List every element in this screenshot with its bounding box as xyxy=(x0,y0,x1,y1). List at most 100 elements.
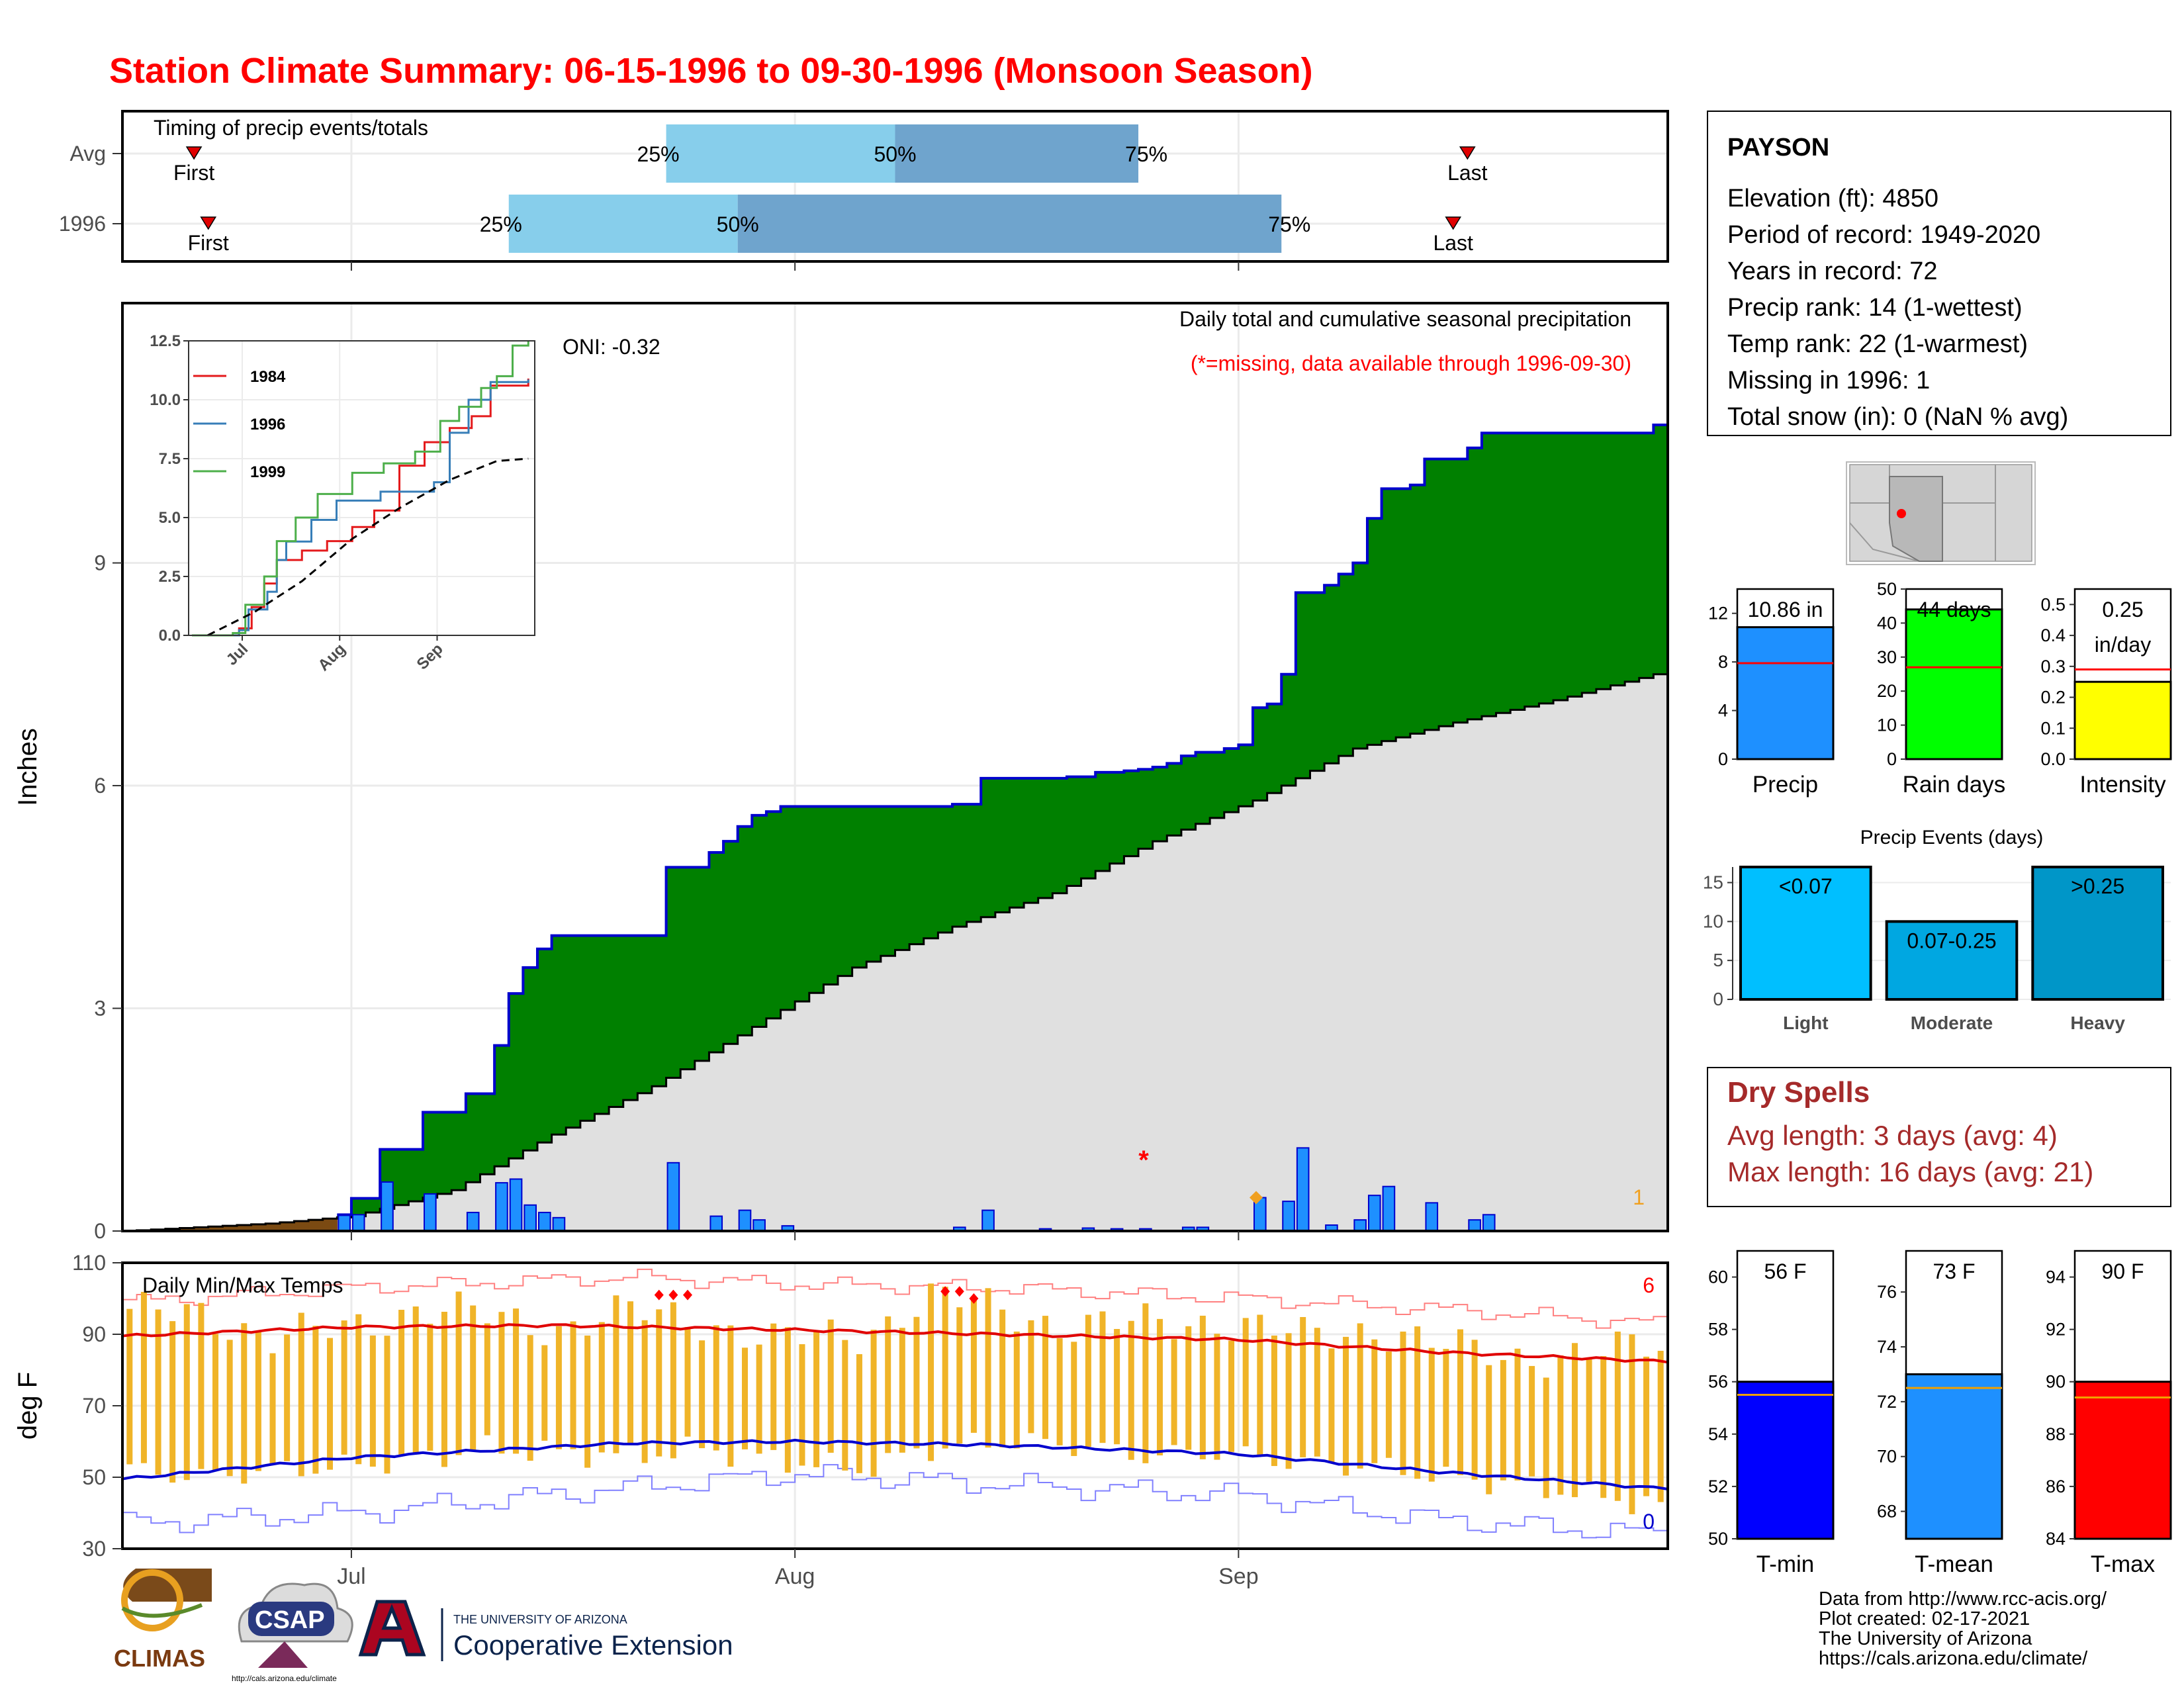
temps-daily-bar xyxy=(899,1328,905,1453)
events-y-tick-label: 10 xyxy=(1703,911,1723,931)
temps-daily-bar xyxy=(727,1325,734,1467)
summary-y-tick-label: 8 xyxy=(1718,652,1728,672)
precip-missing-count: 1 xyxy=(1633,1185,1645,1209)
station-info-box: PAYSON Elevation (ft): 4850 Period of re… xyxy=(1707,111,2171,436)
precip-above-average-fill xyxy=(1396,488,1411,738)
summary-y-tick-label: 40 xyxy=(1877,613,1897,633)
precip-below-average-fill xyxy=(294,1221,309,1231)
precip-above-average-fill xyxy=(1639,433,1654,678)
summary-y-tick-label: 92 xyxy=(2046,1320,2066,1340)
precip-above-average-fill xyxy=(1353,563,1368,749)
temps-daily-bar xyxy=(1099,1311,1106,1443)
summary-y-tick-label: 20 xyxy=(1877,681,1897,701)
precip-below-average-fill xyxy=(222,1226,238,1231)
summary-y-tick-label: 10 xyxy=(1877,715,1897,735)
temps-daily-bar xyxy=(1114,1328,1120,1445)
precip-below-average-fill xyxy=(208,1226,223,1231)
temps-daily-bar xyxy=(1600,1356,1607,1498)
precip-above-average-fill xyxy=(723,841,739,1044)
temps-daily-bar xyxy=(513,1308,520,1454)
precip-above-average-fill xyxy=(795,806,810,1002)
precip-y-tick-label: 3 xyxy=(94,997,106,1021)
station-name: PAYSON xyxy=(1727,134,1829,161)
temps-daily-bar xyxy=(741,1348,748,1449)
inset-y-tick-label: 5.0 xyxy=(159,509,181,527)
precip-daily-bar xyxy=(1425,1202,1439,1232)
temps-daily-bar xyxy=(126,1308,133,1465)
temps-daily-bar xyxy=(999,1309,1006,1447)
precip-daily-bar xyxy=(1296,1147,1310,1232)
csap-logo-text: CSAP xyxy=(255,1606,325,1634)
precip-above-average-fill xyxy=(1109,772,1125,864)
precip-above-average-fill xyxy=(1210,752,1225,818)
precip-above-average-fill xyxy=(1138,769,1154,849)
precip-above-average-fill xyxy=(766,811,782,1019)
temps-daily-bar xyxy=(1128,1320,1134,1460)
precip-above-average-fill xyxy=(752,815,767,1027)
temps-record-max-line xyxy=(122,1268,1668,1329)
temps-daily-bar xyxy=(1514,1348,1521,1481)
precip-daily-bar xyxy=(424,1193,437,1232)
temps-daily-bar xyxy=(198,1303,205,1469)
precip-above-average-fill xyxy=(1567,433,1582,697)
precip-above-average-fill xyxy=(895,806,910,950)
timing-last-marker xyxy=(1459,146,1476,160)
inset-y-tick-label: 0.0 xyxy=(159,627,181,645)
summary-y-tick-label: 56 xyxy=(1708,1372,1728,1392)
temps-avg-min-line xyxy=(122,1438,1668,1490)
precip-above-average-fill xyxy=(537,948,553,1143)
precip-above-average-fill xyxy=(451,1112,467,1191)
temps-daily-bar xyxy=(1242,1318,1249,1447)
temps-record-high-marker xyxy=(940,1286,950,1297)
precip-above-average-fill xyxy=(594,935,610,1114)
timing-q50-label: 50% xyxy=(717,212,759,236)
precip-cumulative-line xyxy=(337,423,1668,1216)
inset-legend-label: 1999 xyxy=(250,463,285,481)
summary-y-tick-label: 0.0 xyxy=(2040,749,2066,769)
precip-above-average-fill xyxy=(508,993,523,1159)
precip-daily-bar xyxy=(495,1182,508,1232)
summary-y-tick-label: 58 xyxy=(1708,1320,1728,1340)
temps-daily-bar xyxy=(369,1335,376,1467)
temps-record-high-marker xyxy=(954,1286,964,1297)
temps-daily-bar xyxy=(1071,1342,1077,1456)
temps-daily-bar xyxy=(298,1312,304,1477)
summary-y-tick-label: 94 xyxy=(2046,1267,2066,1287)
temps-daily-bar xyxy=(956,1307,963,1444)
temps-daily-bar xyxy=(627,1301,634,1443)
temps-daily-bar xyxy=(656,1309,662,1457)
precip-above-average-fill xyxy=(1467,447,1482,719)
precip-summary-panels: 10.86 in 0 4 8 12 Precip 44 days 0 10 20 30 40 50 Rai… xyxy=(1708,579,2172,798)
precip-above-average-fill xyxy=(1253,708,1268,801)
temps-daily-bar xyxy=(341,1320,347,1455)
temps-daily-bar xyxy=(1056,1338,1063,1445)
precip-average-line xyxy=(122,673,1668,1232)
climas-logo: CLIMAS xyxy=(114,1569,212,1672)
precip-above-average-fill xyxy=(1610,433,1625,686)
temps-daily-bar xyxy=(584,1335,591,1468)
precip-above-average-fill xyxy=(408,1149,424,1202)
temps-daily-bar xyxy=(670,1302,676,1459)
temps-daily-bar xyxy=(885,1316,891,1453)
precip-above-average-fill xyxy=(1152,767,1167,842)
temps-daily-bar xyxy=(384,1336,390,1474)
summary-y-tick-label: 52 xyxy=(1708,1477,1728,1496)
temps-daily-bar xyxy=(985,1288,991,1448)
precip-daily-bar xyxy=(709,1215,723,1232)
precip-daily-bar xyxy=(752,1219,766,1232)
inset-series-1984 xyxy=(192,378,529,637)
dry-spells-box: Dry Spells Avg length: 3 days (avg: 4) M… xyxy=(1707,1067,2171,1207)
precip-above-average-fill xyxy=(480,1093,495,1175)
inset-frame xyxy=(188,340,535,636)
timing-row-label: Avg xyxy=(69,142,106,165)
summary-y-tick-label: 72 xyxy=(1877,1392,1897,1412)
summary-category-label: T-max xyxy=(2091,1551,2156,1577)
temps-daily-bar xyxy=(1085,1314,1091,1447)
timing-bar-q50-q75 xyxy=(895,124,1139,183)
precip-above-average-fill xyxy=(566,935,581,1128)
station-line: Total snow (in): 0 (NaN % avg) xyxy=(1727,403,2068,431)
ua-logo: THE UNIVERSITY OF ARIZONA Cooperative Ex… xyxy=(358,1600,733,1661)
temps-daily-bar xyxy=(799,1344,805,1466)
precip-above-average-fill xyxy=(1496,433,1511,713)
